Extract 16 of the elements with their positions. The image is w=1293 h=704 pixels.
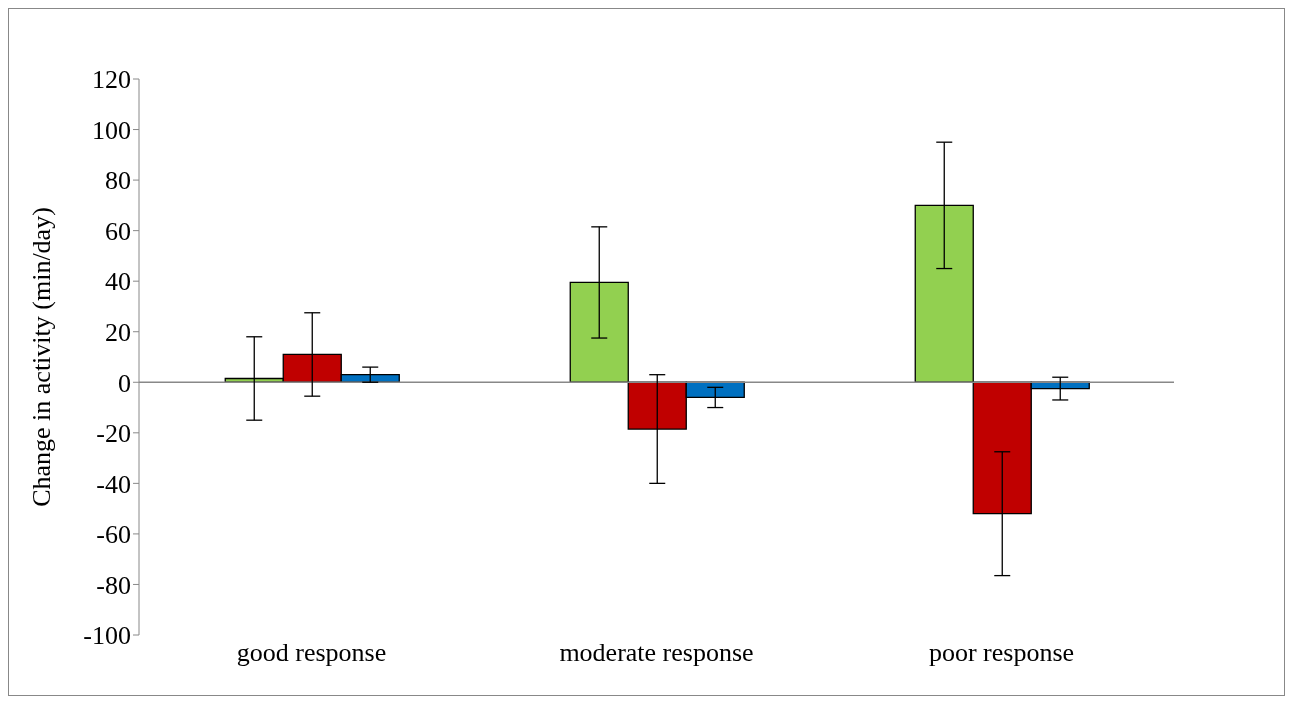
y-tick-label: 120 [92, 65, 131, 95]
x-tick-label: poor response [928, 638, 1075, 668]
y-tick-label: 100 [92, 115, 131, 145]
y-tick-label: -80 [96, 570, 131, 600]
x-tick-label: good response [236, 638, 387, 668]
y-tick-label: -40 [96, 469, 131, 499]
y-tick-label: -20 [96, 419, 131, 449]
y-tick-label: 80 [105, 166, 131, 196]
y-tick-label: 60 [105, 216, 131, 246]
y-tick-label: -100 [83, 621, 131, 651]
y-tick-label: 40 [105, 267, 131, 297]
y-tick-label: 20 [105, 317, 131, 347]
y-tick-label: 0 [118, 368, 131, 398]
y-axis-title: Change in activity (min/day) [27, 207, 57, 507]
y-tick-label: -60 [96, 520, 131, 550]
x-tick-label: moderate response [559, 638, 754, 668]
